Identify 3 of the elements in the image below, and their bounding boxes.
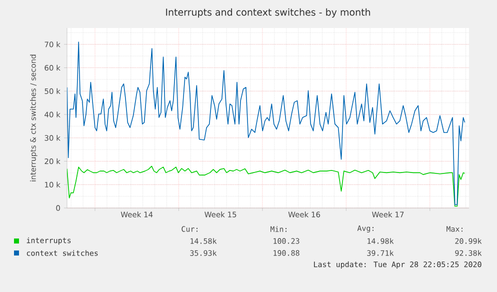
line-series: [67, 42, 466, 206]
line-series: [67, 166, 466, 207]
chart-title: Interrupts and context switches - by month: [166, 8, 370, 18]
